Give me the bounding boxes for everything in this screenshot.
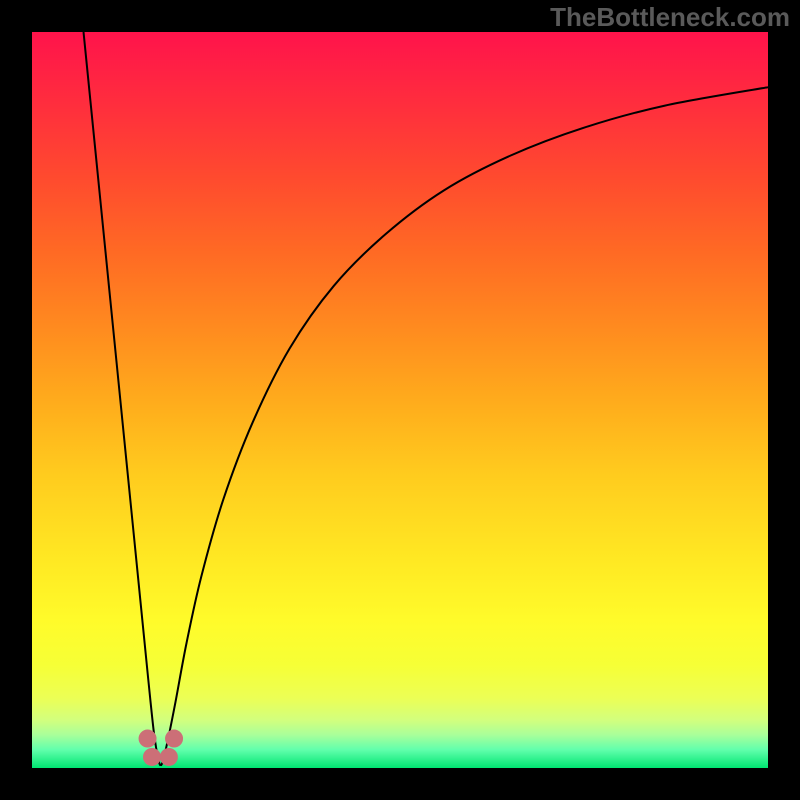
valley-marker xyxy=(139,730,157,748)
valley-marker xyxy=(165,730,183,748)
valley-marker xyxy=(143,748,161,766)
chart-container: TheBottleneck.com xyxy=(0,0,800,800)
watermark-text: TheBottleneck.com xyxy=(550,2,790,33)
left-curve xyxy=(84,32,161,766)
right-curve xyxy=(161,87,768,766)
plot-area xyxy=(32,32,768,768)
curve-layer xyxy=(32,32,768,768)
valley-marker xyxy=(160,748,178,766)
